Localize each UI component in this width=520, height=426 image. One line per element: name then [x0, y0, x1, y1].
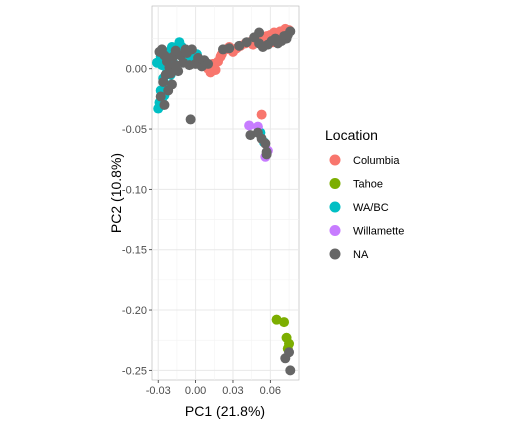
legend-title: Location [325, 127, 378, 143]
legend-key [329, 225, 341, 236]
data-point [186, 44, 197, 55]
data-point [282, 29, 293, 40]
data-point [173, 66, 184, 77]
data-point [185, 114, 196, 125]
data-point [170, 45, 181, 56]
data-point [244, 120, 255, 131]
data-point [158, 77, 169, 88]
y-tick-label: 0.00 [126, 64, 147, 76]
x-tick-label: 0.00 [185, 385, 206, 397]
data-point [234, 40, 245, 51]
data-point [155, 91, 166, 102]
data-point [241, 37, 252, 48]
y-tick-label: -0.25 [122, 365, 147, 377]
data-points [151, 23, 296, 376]
legend-key [329, 201, 341, 213]
series-na [154, 26, 296, 376]
legend-label: WA/BC [353, 202, 389, 214]
y-tick-label: -0.15 [122, 245, 147, 257]
data-point [203, 58, 214, 69]
data-point [261, 149, 272, 160]
data-point [284, 347, 295, 358]
legend-key [329, 154, 341, 166]
legend-key [329, 178, 341, 189]
y-tick-label: -0.05 [122, 124, 147, 136]
data-point [159, 99, 170, 110]
data-point [210, 64, 221, 75]
data-point [254, 27, 265, 38]
legend: Location Columbia Tahoe WA/BC Willamette NA [325, 127, 404, 261]
legend-label: NA [353, 249, 369, 261]
legend-key [329, 248, 341, 260]
y-tick-label: -0.20 [122, 305, 147, 317]
legend-label: Willamette [353, 226, 404, 238]
y-axis-title: PC2 (10.8%) [108, 153, 124, 233]
data-point [285, 365, 296, 376]
x-tick-label: -0.03 [146, 385, 171, 397]
data-point [166, 79, 177, 90]
data-point [256, 109, 267, 120]
data-point [260, 138, 271, 149]
y-tick-label: -0.10 [122, 184, 147, 196]
legend-label: Tahoe [353, 179, 383, 191]
x-tick-label: 0.03 [222, 385, 243, 397]
data-point [279, 317, 290, 328]
y-axis-ticks: 0.00 -0.05 -0.10 -0.15 -0.20 -0.25 [122, 64, 152, 377]
x-tick-label: 0.06 [260, 385, 281, 397]
data-point [224, 43, 235, 54]
x-axis-ticks: -0.03 0.00 0.03 0.06 [146, 380, 281, 397]
legend-label: Columbia [353, 155, 400, 167]
legend-entries: Columbia Tahoe WA/BC Willamette NA [329, 154, 404, 261]
x-axis-title: PC1 (21.8%) [185, 403, 265, 419]
